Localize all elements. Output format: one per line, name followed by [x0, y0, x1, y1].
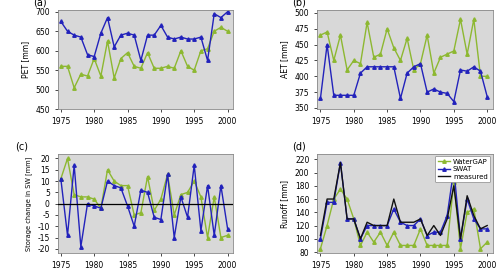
Y-axis label: AET [mm]: AET [mm]	[280, 41, 289, 78]
WaterGAP	[364, 230, 370, 234]
SWAT	[451, 167, 457, 171]
WaterGAP	[464, 211, 470, 214]
Line: SWAT: SWAT	[318, 161, 489, 241]
measured	[438, 234, 444, 237]
measured	[391, 197, 397, 201]
Line: measured: measured	[320, 163, 487, 239]
WaterGAP	[378, 230, 384, 234]
WaterGAP	[478, 247, 484, 250]
WaterGAP	[431, 244, 437, 247]
WaterGAP	[324, 224, 330, 227]
measured	[338, 161, 344, 164]
SWAT	[444, 214, 450, 217]
WaterGAP	[471, 207, 477, 211]
WaterGAP	[411, 244, 417, 247]
SWAT	[378, 224, 384, 227]
WaterGAP	[384, 244, 390, 247]
Text: (d): (d)	[292, 142, 306, 152]
measured	[464, 194, 470, 197]
SWAT	[391, 207, 397, 211]
SWAT	[404, 224, 410, 227]
measured	[324, 197, 330, 201]
measured	[371, 224, 377, 227]
SWAT	[358, 237, 364, 241]
WaterGAP	[331, 197, 337, 201]
WaterGAP	[358, 244, 364, 247]
measured	[358, 237, 364, 241]
WaterGAP	[404, 244, 410, 247]
WaterGAP	[398, 244, 404, 247]
WaterGAP	[418, 227, 424, 230]
measured	[351, 217, 357, 221]
SWAT	[478, 227, 484, 230]
measured	[404, 221, 410, 224]
measured	[471, 214, 477, 217]
measured	[344, 217, 350, 221]
Y-axis label: Runoff [mm]: Runoff [mm]	[280, 180, 289, 228]
measured	[364, 221, 370, 224]
measured	[478, 227, 484, 230]
Legend: WaterGAP, SWAT, measured: WaterGAP, SWAT, measured	[435, 156, 490, 182]
SWAT	[464, 197, 470, 201]
WaterGAP	[444, 244, 450, 247]
measured	[378, 224, 384, 227]
WaterGAP	[391, 230, 397, 234]
measured	[431, 224, 437, 227]
SWAT	[324, 201, 330, 204]
SWAT	[471, 217, 477, 221]
Text: (a): (a)	[33, 0, 46, 8]
SWAT	[424, 234, 430, 237]
SWAT	[398, 221, 404, 224]
SWAT	[458, 237, 464, 241]
SWAT	[384, 224, 390, 227]
measured	[398, 221, 404, 224]
measured	[458, 237, 464, 241]
Text: (c): (c)	[16, 142, 28, 152]
Y-axis label: PET [mm]: PET [mm]	[20, 41, 30, 78]
SWAT	[364, 224, 370, 227]
WaterGAP	[458, 247, 464, 250]
WaterGAP	[351, 217, 357, 221]
Line: WaterGAP: WaterGAP	[318, 181, 489, 251]
SWAT	[438, 230, 444, 234]
measured	[424, 234, 430, 237]
WaterGAP	[438, 244, 444, 247]
SWAT	[318, 237, 324, 241]
SWAT	[338, 161, 344, 164]
WaterGAP	[318, 247, 324, 250]
SWAT	[484, 227, 490, 230]
measured	[384, 224, 390, 227]
WaterGAP	[371, 241, 377, 244]
WaterGAP	[424, 244, 430, 247]
WaterGAP	[451, 181, 457, 184]
SWAT	[344, 217, 350, 221]
WaterGAP	[338, 187, 344, 191]
measured	[451, 184, 457, 188]
SWAT	[418, 217, 424, 221]
measured	[418, 217, 424, 221]
measured	[318, 234, 324, 237]
SWAT	[431, 230, 437, 234]
measured	[411, 221, 417, 224]
measured	[444, 217, 450, 221]
SWAT	[331, 201, 337, 204]
SWAT	[351, 217, 357, 221]
Y-axis label: Storage change in SW [mm]: Storage change in SW [mm]	[25, 157, 32, 251]
SWAT	[371, 224, 377, 227]
Text: (b): (b)	[292, 0, 306, 8]
SWAT	[411, 224, 417, 227]
WaterGAP	[344, 197, 350, 201]
measured	[484, 224, 490, 227]
measured	[331, 197, 337, 201]
WaterGAP	[484, 241, 490, 244]
